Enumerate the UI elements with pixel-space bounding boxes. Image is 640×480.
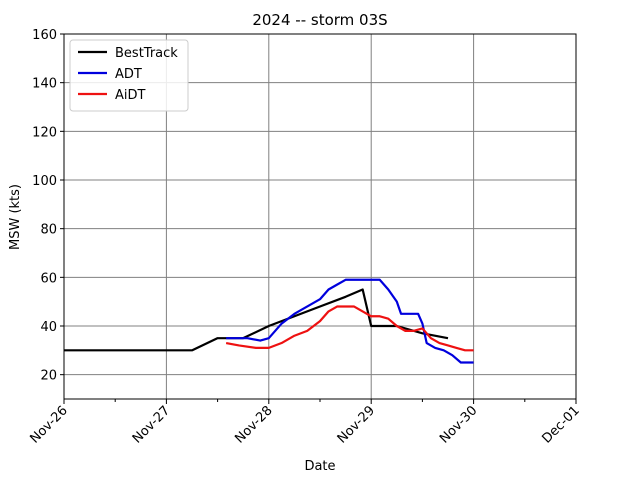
series-line-adt: [226, 278, 474, 364]
chart-title: 2024 -- storm 03S: [252, 11, 387, 29]
legend-label: BestTrack: [115, 46, 178, 61]
legend-label: AiDT: [115, 88, 146, 103]
x-tick-label: Nov-28: [232, 403, 275, 446]
y-tick-label: 60: [40, 271, 57, 286]
x-axis-title: Date: [304, 459, 335, 474]
x-tick-label: Dec-01: [539, 403, 582, 446]
series-layer: [64, 278, 474, 364]
y-tick-label: 20: [40, 369, 57, 384]
y-tick-label: 160: [32, 28, 57, 43]
y-tick-label: 120: [32, 125, 57, 140]
x-tick-label: Nov-27: [130, 403, 173, 446]
x-tick-label: Nov-30: [437, 403, 480, 446]
x-tick-label: Nov-29: [335, 403, 378, 446]
legend: BestTrack ADT AiDT: [69, 39, 189, 112]
legend-label: ADT: [115, 67, 142, 82]
y-tick-label: 80: [40, 223, 57, 238]
x-tick-label: Nov-26: [28, 403, 71, 446]
y-axis-title: MSW (kts): [8, 184, 23, 250]
y-tick-label: 140: [32, 77, 57, 92]
y-tick-label: 100: [32, 174, 57, 189]
series-line-aidt: [225, 305, 474, 352]
y-tick-label: 40: [40, 320, 57, 335]
